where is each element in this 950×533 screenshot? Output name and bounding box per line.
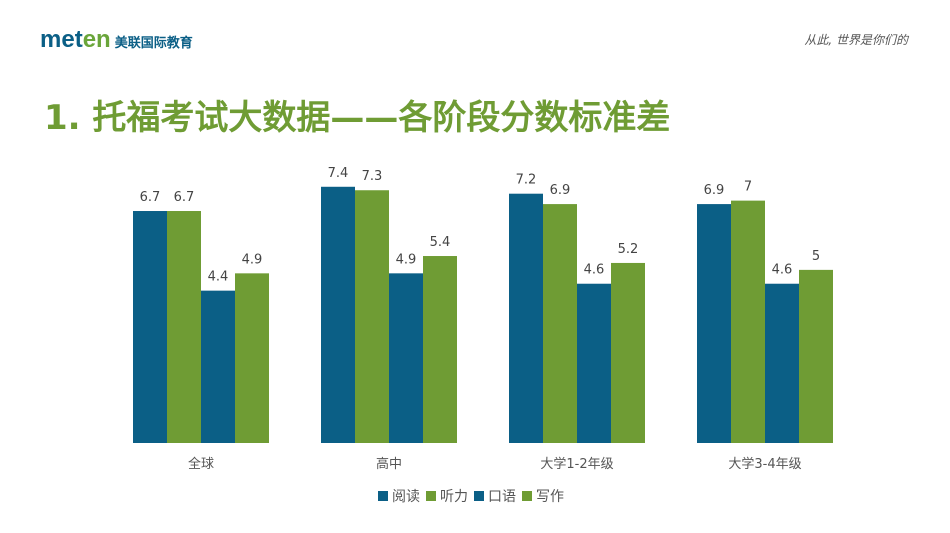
bar	[577, 283, 611, 443]
bar	[133, 211, 167, 443]
bar	[201, 290, 235, 443]
data-label: 6.7	[174, 190, 195, 205]
data-label: 7.4	[328, 166, 349, 181]
legend-label: 写作	[536, 489, 564, 505]
bar	[765, 283, 799, 443]
bar	[697, 204, 731, 443]
bar	[321, 186, 355, 443]
data-label: 4.9	[396, 252, 417, 267]
logo-cn: 美联国际教育	[114, 36, 193, 51]
legend-swatch	[378, 491, 388, 501]
data-label: 4.6	[772, 263, 793, 278]
data-label: 4.4	[208, 270, 229, 285]
data-label: 6.7	[140, 190, 161, 205]
legend-item: 口语	[474, 486, 516, 506]
logo: meten 美联国际教育	[40, 26, 193, 53]
bar	[799, 269, 833, 443]
bar	[235, 273, 269, 443]
data-label: 7.2	[516, 173, 537, 188]
category-label: 大学3-4年级	[728, 456, 801, 472]
bar	[611, 262, 645, 443]
slogan: 从此, 世界是你们的	[804, 33, 908, 47]
legend-item: 听力	[426, 486, 468, 506]
data-label: 4.9	[242, 252, 263, 267]
data-label: 4.6	[584, 263, 605, 278]
legend-swatch	[426, 491, 436, 501]
legend-label: 口语	[488, 489, 516, 505]
data-label: 7	[744, 180, 752, 195]
legend-item: 写作	[522, 486, 564, 506]
data-label: 6.9	[550, 183, 571, 198]
data-label: 5.4	[430, 235, 451, 250]
slide-title: 1. 托福考试大数据——各阶段分数标准差	[44, 98, 671, 138]
legend-item: 阅读	[378, 486, 420, 506]
legend: 阅读 听力 口语 写作	[378, 486, 564, 506]
data-label: 5	[812, 249, 820, 264]
bar	[509, 193, 543, 443]
legend-label: 听力	[440, 489, 468, 505]
bar	[731, 200, 765, 443]
bar	[355, 190, 389, 443]
legend-label: 阅读	[392, 489, 420, 505]
legend-swatch	[522, 491, 532, 501]
bar	[423, 256, 457, 443]
legend-swatch	[474, 491, 484, 501]
category-label: 大学1-2年级	[540, 456, 613, 472]
bar	[389, 273, 423, 443]
data-label: 6.9	[704, 183, 725, 198]
data-label: 5.2	[618, 242, 639, 257]
bar	[167, 211, 201, 443]
category-label: 全球	[188, 456, 214, 472]
category-label: 高中	[376, 456, 402, 472]
bar	[543, 204, 577, 443]
data-label: 7.3	[362, 169, 383, 184]
